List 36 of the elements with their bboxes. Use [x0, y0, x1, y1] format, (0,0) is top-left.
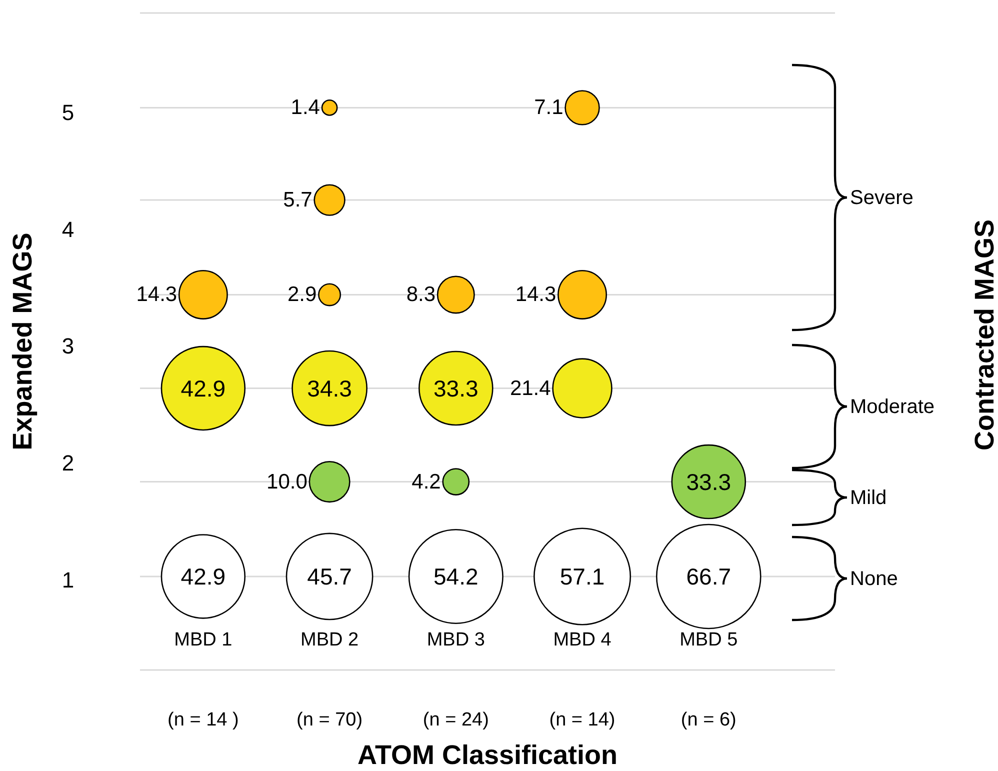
data-label: 33.3 [434, 375, 478, 402]
data-label: 2.9 [288, 283, 317, 306]
y-tick-label: 3 [62, 334, 74, 359]
data-label: 21.4 [510, 376, 552, 400]
category-label: MBD 5 (n = 6) [680, 630, 738, 730]
text: Mild [850, 486, 887, 510]
text: Moderate [850, 394, 934, 418]
y-axis-title: Expanded MAGS [8, 232, 38, 450]
y-tick-label: 2 [62, 450, 74, 476]
text: Severe [850, 186, 914, 210]
category-label: MBD 4 (n = 14) [549, 630, 616, 730]
data-label: 42.9 [180, 563, 226, 590]
data-label: 45.7 [307, 563, 352, 590]
data-label: 54.2 [434, 563, 478, 590]
y-tick-label: 4 [62, 216, 74, 242]
data-label: 14.3 [136, 283, 178, 306]
category-label: MBD 3 (n = 24) [422, 630, 489, 730]
category-label: MBD 1 (n = 14 ) [168, 630, 239, 730]
data-label: 7.1 [534, 96, 564, 120]
data-label: 57.1 [560, 563, 605, 590]
data-label: 10.0 [266, 470, 308, 494]
data-label: 8.3 [406, 283, 436, 306]
data-label: 14.3 [515, 283, 556, 306]
y-tick-label: 1 [62, 567, 74, 592]
data-label: 66.7 [686, 563, 732, 590]
data-label: 1.4 [290, 96, 320, 120]
y2-axis-title: Contracted MAGS [970, 219, 998, 451]
category-label: MBD 2 (n = 70) [296, 630, 363, 730]
data-label: 42.9 [180, 375, 226, 402]
data-label: 5.7 [283, 188, 312, 212]
text: None [850, 566, 898, 590]
data-label: 33.3 [686, 468, 732, 495]
data-label: 34.3 [307, 375, 352, 402]
x-axis-title: ATOM Classification [356, 740, 619, 771]
y-tick-label: 5 [62, 100, 74, 125]
data-label: 4.2 [412, 470, 441, 494]
